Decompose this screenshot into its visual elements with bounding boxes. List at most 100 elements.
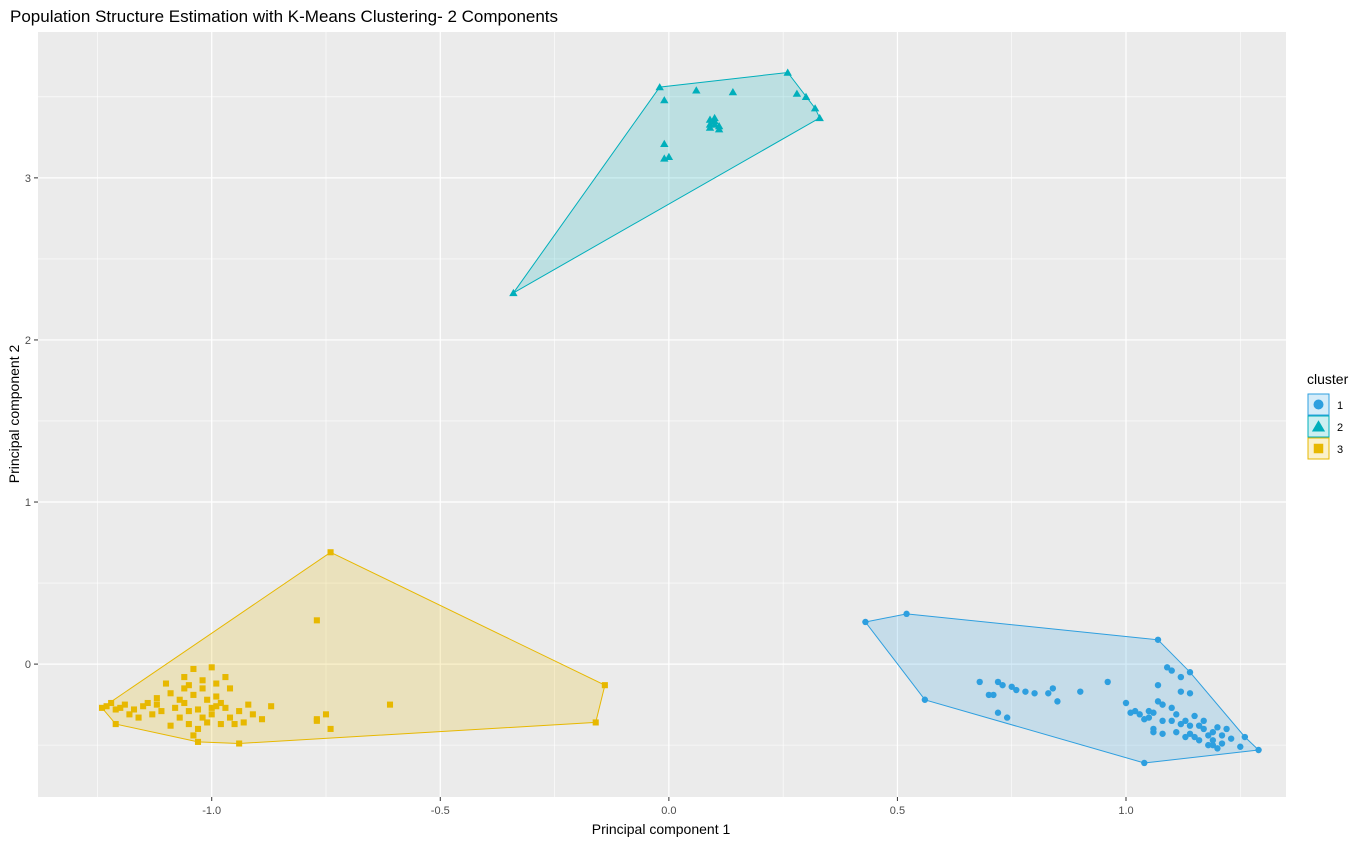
cluster-1-point <box>1186 690 1194 697</box>
cluster-3-point <box>204 719 211 726</box>
legend-key-1-marker <box>1313 399 1324 410</box>
cluster-3-point <box>217 721 224 728</box>
cluster-1-point <box>1214 745 1221 752</box>
chart-title: Population Structure Estimation with K-M… <box>10 7 558 26</box>
cluster-3-point <box>185 682 192 689</box>
cluster-1-point <box>1182 733 1189 741</box>
cluster-3-point <box>135 714 142 721</box>
cluster-2-point <box>783 68 792 76</box>
legend: cluster 1 2 3 <box>1307 371 1349 460</box>
cluster-1-point <box>1177 673 1185 681</box>
cluster-hulls <box>101 71 1260 764</box>
cluster-1-point <box>1168 667 1175 674</box>
cluster-3-point <box>185 721 192 728</box>
cluster-3-point <box>181 674 188 681</box>
cluster-3-point <box>140 703 147 710</box>
cluster-3-point <box>222 674 229 681</box>
cluster-3-point <box>222 704 229 711</box>
cluster-1-point <box>1191 712 1198 720</box>
cluster-3-point <box>190 665 197 672</box>
cluster-3-point <box>386 701 394 708</box>
cluster-1-point <box>1122 699 1130 707</box>
cluster-1-point <box>1182 717 1189 725</box>
cluster-1-point <box>1104 678 1111 686</box>
cluster-1-point <box>1195 722 1203 729</box>
cluster-3-point <box>322 711 330 718</box>
cluster-3-point <box>249 711 256 718</box>
cluster-2-point <box>810 104 820 112</box>
cluster-1-point <box>999 681 1006 689</box>
cluster-3-point <box>158 708 165 715</box>
cluster-1-point <box>903 610 910 618</box>
cluster-3-point <box>167 690 174 697</box>
cluster-3-point <box>208 711 215 718</box>
cluster-2-point <box>660 139 669 147</box>
cluster-3-point <box>98 704 106 711</box>
cluster-1-point <box>1223 725 1230 733</box>
cluster-3-point <box>217 699 224 707</box>
cluster-1-point <box>1154 698 1162 705</box>
cluster-1-point <box>921 696 929 703</box>
y-tick-label: 3 <box>25 173 31 185</box>
x-tick-label: 0.0 <box>661 805 676 817</box>
cluster-3-point <box>153 701 160 708</box>
cluster-2-point <box>710 120 719 128</box>
cluster-1-point <box>1127 709 1134 716</box>
cluster-3-point <box>121 701 128 708</box>
cluster-1-point <box>1163 664 1171 671</box>
cluster-3-point <box>194 725 202 732</box>
cluster-3-point <box>204 696 211 703</box>
cluster-3-point <box>208 664 215 671</box>
cluster-3-point <box>108 699 115 707</box>
cluster-3-point <box>213 680 220 687</box>
cluster-3-point <box>268 703 275 710</box>
cluster-3-point <box>112 721 119 728</box>
cluster-3-point <box>592 719 599 726</box>
y-tick-label: 2 <box>25 335 31 347</box>
cluster-2-hull <box>512 71 821 294</box>
cluster-3-point <box>130 706 138 713</box>
cluster-1-point <box>990 691 997 699</box>
y-tick-label: 1 <box>25 497 31 509</box>
cluster-3-hull <box>101 551 606 745</box>
cluster-3-point <box>144 699 151 707</box>
x-tick-label: 1.0 <box>1118 805 1133 817</box>
cluster-1-point <box>1218 740 1226 747</box>
cluster-2-point <box>692 86 701 94</box>
cluster-2-point <box>509 288 518 297</box>
cluster-3-point <box>208 704 215 711</box>
cluster-1-point <box>1168 717 1175 725</box>
cluster-1-point <box>862 618 869 626</box>
cluster-3-point <box>176 696 183 703</box>
cluster-3-point <box>258 716 266 723</box>
cluster-3-point <box>313 717 320 724</box>
cluster-1-point <box>1209 741 1217 749</box>
x-axis-ticks: -1.0 -0.5 0.0 0.5 1.0 <box>202 797 1134 817</box>
cluster-1-point <box>1049 685 1057 692</box>
cluster-2-point <box>792 89 802 97</box>
cluster-1-point <box>1168 704 1175 712</box>
cluster-3-point <box>240 719 247 726</box>
cluster-3-point <box>226 685 234 692</box>
cluster-1-point <box>1008 683 1015 690</box>
cluster-3-point <box>236 708 243 715</box>
cluster-1-point <box>1255 746 1262 754</box>
cluster-3-point <box>176 714 183 721</box>
cluster-3-point <box>185 708 192 715</box>
cluster-1-point <box>1150 709 1157 716</box>
cluster-3-point <box>162 680 170 687</box>
cluster-1-point <box>1195 737 1203 744</box>
cluster-1-point <box>1031 690 1038 697</box>
cluster-2-point <box>710 113 719 122</box>
cluster-1-point <box>1186 669 1194 676</box>
cluster-1-point <box>1209 728 1217 736</box>
cluster-3-point <box>213 693 220 700</box>
cluster-1-point <box>994 709 1002 716</box>
cluster-1-point <box>994 678 1002 686</box>
cluster-1-point <box>1237 743 1244 750</box>
cluster-1-point <box>1177 720 1185 728</box>
cluster-2-point <box>728 88 738 96</box>
cluster-1-point <box>1150 728 1157 736</box>
x-tick-label: -1.0 <box>202 805 221 817</box>
cluster-1-point <box>1191 733 1198 741</box>
